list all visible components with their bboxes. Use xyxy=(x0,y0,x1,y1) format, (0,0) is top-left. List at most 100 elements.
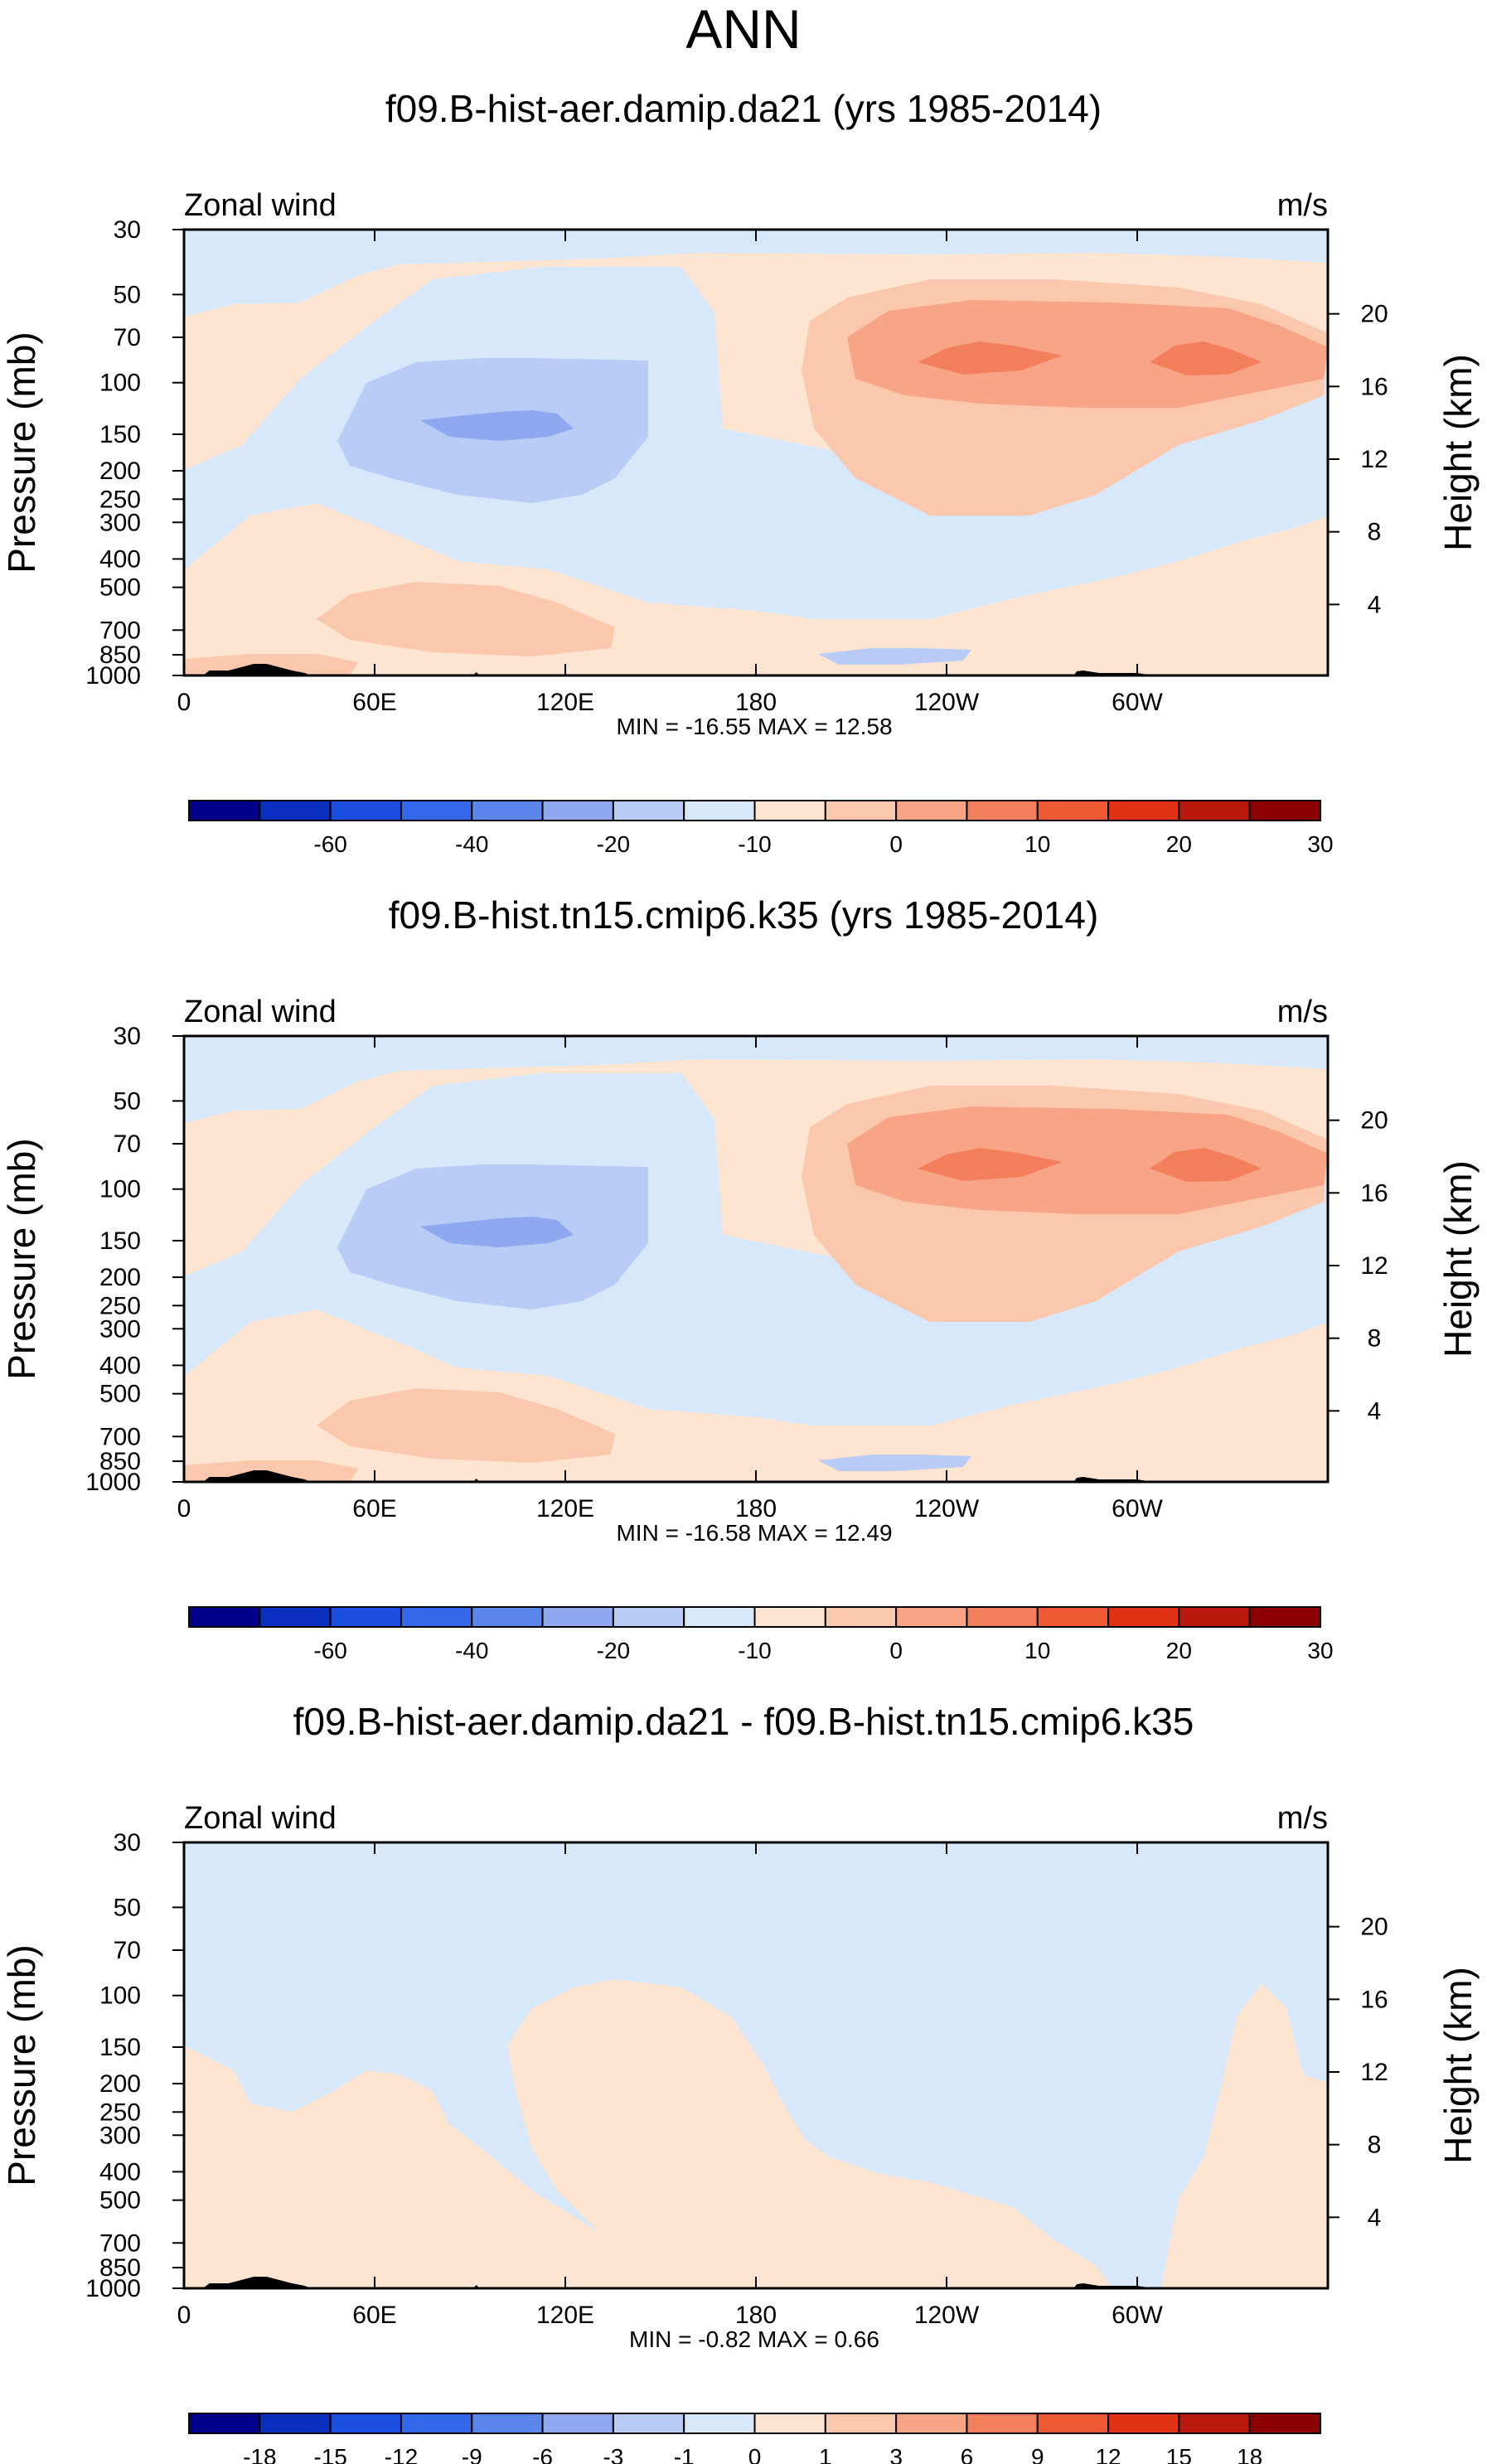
colorbar: -18 -15 -12 -9 -6 -3 -1 0 1 3 6 9 12 15 18 xyxy=(188,2413,1321,2464)
colorbar-box xyxy=(259,1606,332,1628)
colorbar-box xyxy=(471,2413,544,2434)
colorbar-box xyxy=(895,800,968,821)
x-tick-label: 180 xyxy=(735,1495,777,1522)
colorbar-label: 6 xyxy=(961,2444,974,2464)
y-tick-label: 100 xyxy=(99,370,141,397)
colorbar-box xyxy=(541,2413,614,2434)
contour-region xyxy=(1150,1148,1262,1182)
colorbar-box xyxy=(541,800,614,821)
x-tick-label: 60E xyxy=(352,1495,396,1522)
colorbar-label: -60 xyxy=(313,831,346,857)
colorbar-box xyxy=(1107,2413,1180,2434)
colorbar-box xyxy=(1248,2413,1321,2434)
colorbar-box xyxy=(188,1606,261,1628)
colorbar-box xyxy=(683,2413,756,2434)
y-tick-label: 200 xyxy=(99,2070,141,2098)
y-tick-label: 250 xyxy=(99,486,141,513)
y-axis-title: Pressure (mb) xyxy=(0,332,43,573)
colorbar: -60 -40 -20 -10 0 10 20 30 xyxy=(188,800,1334,857)
contour-region xyxy=(184,2045,656,2288)
panel-3: f09.B-hist-aer.damip.da21 - f09.B-hist.t… xyxy=(0,1700,1480,2464)
x-tick-label: 0 xyxy=(177,689,191,716)
min-max-label: MIN = -16.55 MAX = 12.58 xyxy=(616,714,892,739)
colorbar-label: 20 xyxy=(1166,831,1192,857)
plot-area xyxy=(184,1036,1328,1482)
colorbar-box xyxy=(400,1606,473,1628)
colorbar-label: -10 xyxy=(738,831,771,857)
y2-tick-label: 4 xyxy=(1368,2204,1382,2231)
y-tick-label: 300 xyxy=(99,2122,141,2149)
colorbar-box xyxy=(400,2413,473,2434)
y2-tick-label: 12 xyxy=(1360,2059,1388,2086)
colorbar-label: -40 xyxy=(455,831,488,857)
y-tick-label: 30 xyxy=(114,1829,141,1856)
colorbar-label: -1 xyxy=(674,2444,695,2464)
contour-region xyxy=(184,1460,358,1482)
colorbar-box xyxy=(1036,1606,1110,1628)
y-tick-label: 300 xyxy=(99,509,141,536)
y-tick-label: 30 xyxy=(114,216,141,244)
x-tick-label: 120W xyxy=(914,1495,980,1522)
y-tick-label: 400 xyxy=(99,1352,141,1379)
x-tick-label: 0 xyxy=(177,1495,191,1522)
contour-region xyxy=(918,1148,1063,1181)
colorbar-box xyxy=(1036,800,1110,821)
y2-tick-label: 8 xyxy=(1368,2132,1382,2159)
panel-title: f09.B-hist-aer.damip.da21 (yrs 1985-2014… xyxy=(385,87,1102,130)
y2-tick-label: 12 xyxy=(1360,1252,1388,1280)
colorbar-box xyxy=(400,800,473,821)
colorbar-label: 3 xyxy=(889,2444,903,2464)
x-tick-label: 60W xyxy=(1112,1495,1163,1522)
colorbar-box xyxy=(329,1606,402,1628)
colorbar-label: 15 xyxy=(1166,2444,1192,2464)
colorbar-box xyxy=(188,800,261,821)
contour-region xyxy=(1162,1983,1328,2288)
colorbar-label: 20 xyxy=(1166,1638,1192,1663)
y-tick-label: 500 xyxy=(99,2187,141,2215)
panel-title: f09.B-hist.tn15.cmip6.k35 (yrs 1985-2014… xyxy=(389,893,1099,937)
y-tick-label: 400 xyxy=(99,545,141,573)
colorbar-label: 10 xyxy=(1024,831,1050,857)
y2-axis-title: Height (km) xyxy=(1436,1967,1480,2164)
colorbar-box xyxy=(1036,2413,1110,2434)
colorbar-label: 0 xyxy=(889,1638,903,1663)
colorbar-label: -9 xyxy=(462,2444,482,2464)
y2-tick-label: 8 xyxy=(1368,1325,1382,1353)
variable-label: Zonal wind xyxy=(184,1801,337,1836)
y2-tick-label: 16 xyxy=(1360,1179,1388,1207)
contour-region xyxy=(918,341,1063,375)
colorbar-label: -12 xyxy=(385,2444,418,2464)
x-tick-label: 120W xyxy=(914,2302,980,2329)
colorbar-box xyxy=(753,1606,826,1628)
colorbar-box xyxy=(895,2413,968,2434)
x-tick-label: 120E xyxy=(536,2302,594,2329)
y-axis-title: Pressure (mb) xyxy=(0,1944,43,2186)
colorbar-box xyxy=(824,800,898,821)
colorbar-box xyxy=(329,2413,402,2434)
colorbar-box xyxy=(1107,1606,1180,1628)
panel-1: f09.B-hist-aer.damip.da21 (yrs 1985-2014… xyxy=(0,87,1480,857)
contour-region xyxy=(420,1217,574,1247)
x-tick-label: 120E xyxy=(536,689,594,716)
colorbar-box xyxy=(1178,1606,1251,1628)
colorbar-label: -60 xyxy=(313,1638,346,1663)
y-tick-label: 150 xyxy=(99,2034,141,2061)
y2-tick-label: 20 xyxy=(1360,1107,1388,1135)
y-tick-label: 1000 xyxy=(85,1469,141,1496)
y-tick-label: 70 xyxy=(114,1937,141,1964)
panel-title: f09.B-hist-aer.damip.da21 - f09.B-hist.t… xyxy=(293,1700,1194,1743)
x-tick-label: 60W xyxy=(1112,689,1163,716)
y2-tick-label: 8 xyxy=(1368,519,1382,546)
colorbar-box xyxy=(966,1606,1039,1628)
colorbar-box xyxy=(753,800,826,821)
colorbar-label: -20 xyxy=(597,831,630,857)
main-title: ANN xyxy=(685,0,801,60)
contour-fills xyxy=(184,253,1328,675)
y-tick-label: 50 xyxy=(114,281,141,308)
plot-area xyxy=(184,1842,1328,2288)
colorbar-box xyxy=(824,2413,898,2434)
colorbar-box xyxy=(1248,800,1321,821)
x-tick-label: 180 xyxy=(735,2302,777,2329)
x-tick-label: 60E xyxy=(352,2302,396,2329)
colorbar-box xyxy=(259,2413,332,2434)
